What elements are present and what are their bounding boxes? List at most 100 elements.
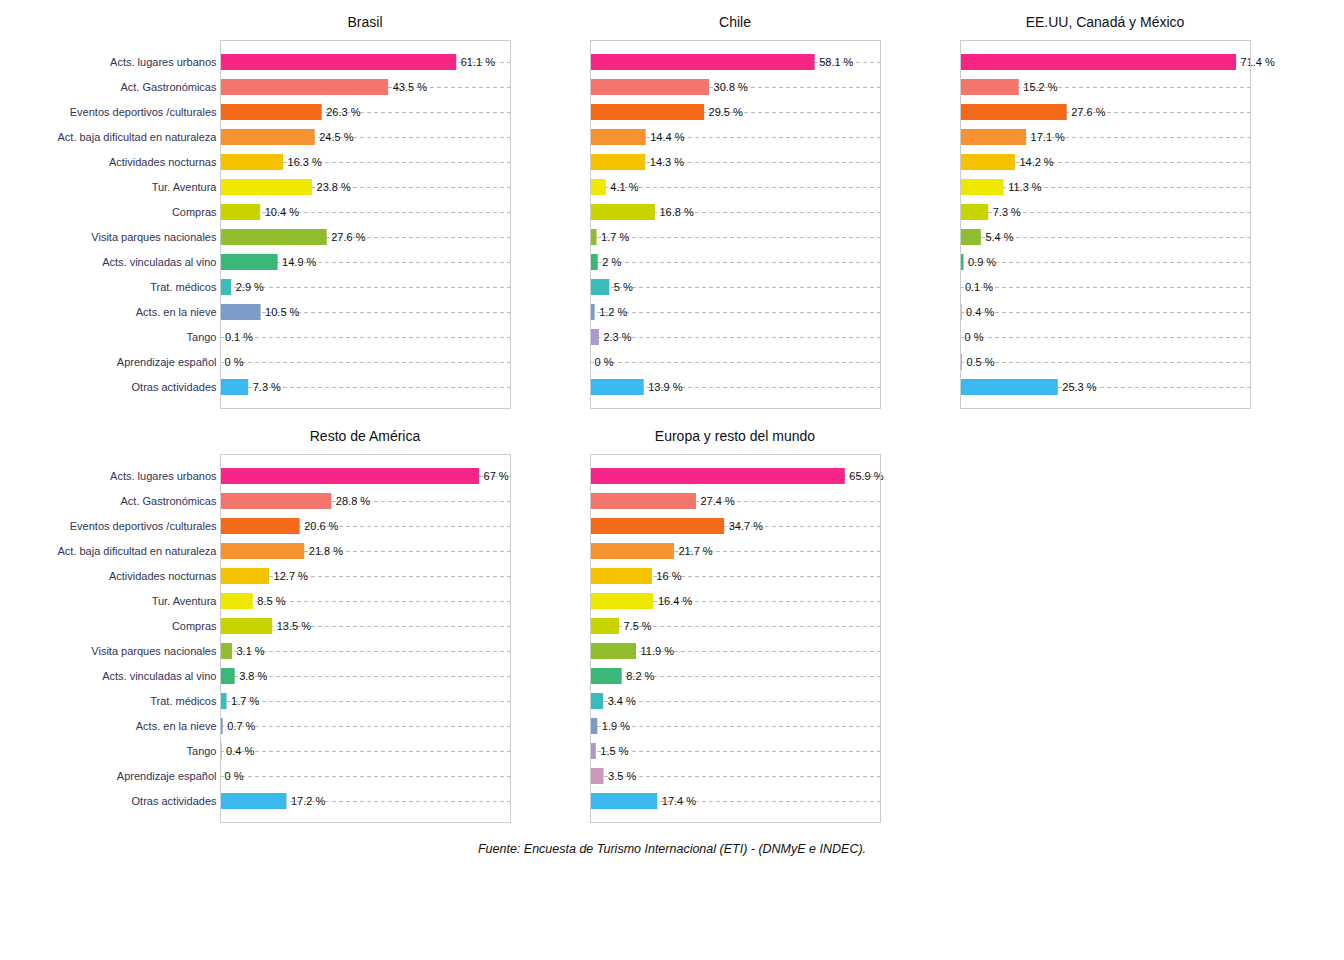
svg-text:3.1 %: 3.1 %: [236, 645, 264, 657]
svg-text:27.4 %: 27.4 %: [700, 495, 734, 507]
svg-text:Otras actividades: Otras actividades: [132, 381, 217, 393]
svg-text:71.4 %: 71.4 %: [1241, 56, 1275, 68]
svg-text:1.2 %: 1.2 %: [599, 306, 627, 318]
svg-text:Acts. vinculadas al vino: Acts. vinculadas al vino: [102, 670, 216, 682]
html-text:Brasil: Brasil: [347, 14, 383, 30]
svg-text:0 %: 0 %: [595, 356, 614, 368]
svg-text:16.3 %: 16.3 %: [288, 156, 322, 168]
svg-text:11.3 %: 11.3 %: [1008, 181, 1042, 193]
html-text:Chile: Chile: [719, 14, 751, 30]
svg-text:Trat. médicos: Trat. médicos: [150, 695, 217, 707]
svg-text:2.3 %: 2.3 %: [603, 331, 631, 343]
svg-text:Act. Gastronómicas: Act. Gastronómicas: [121, 495, 217, 507]
svg-text:Acts. vinculadas al vino: Acts. vinculadas al vino: [102, 256, 216, 268]
svg-text:43.5 %: 43.5 %: [393, 81, 427, 93]
svg-text:Actividades nocturnas: Actividades nocturnas: [109, 570, 217, 582]
svg-text:Eventos deportivos /culturales: Eventos deportivos /culturales: [70, 106, 217, 118]
svg-text:27.6 %: 27.6 %: [1071, 106, 1105, 118]
svg-text:3.4 %: 3.4 %: [608, 695, 636, 707]
svg-text:16 %: 16 %: [656, 570, 681, 582]
svg-text:4.1 %: 4.1 %: [610, 181, 638, 193]
svg-text:Acts. lugares urbanos: Acts. lugares urbanos: [110, 470, 217, 482]
svg-text:Tur. Aventura: Tur. Aventura: [152, 595, 218, 607]
svg-text:0.4 %: 0.4 %: [966, 306, 994, 318]
svg-text:12.7 %: 12.7 %: [274, 570, 308, 582]
svg-text:10.5 %: 10.5 %: [265, 306, 299, 318]
svg-text:Compras: Compras: [172, 620, 217, 632]
svg-text:23.8 %: 23.8 %: [317, 181, 351, 193]
svg-text:7.3 %: 7.3 %: [253, 381, 281, 393]
svg-text:Acts. lugares urbanos: Acts. lugares urbanos: [110, 56, 217, 68]
svg-text:25.3 %: 25.3 %: [1062, 381, 1096, 393]
svg-text:Tango: Tango: [187, 745, 217, 757]
svg-text:58.1 %: 58.1 %: [819, 56, 853, 68]
svg-text:28.8 %: 28.8 %: [336, 495, 370, 507]
svg-text:Tango: Tango: [187, 331, 217, 343]
svg-text:1.7 %: 1.7 %: [231, 695, 259, 707]
svg-text:1.5 %: 1.5 %: [600, 745, 628, 757]
svg-text:16.8 %: 16.8 %: [659, 206, 693, 218]
svg-text:5 %: 5 %: [614, 281, 633, 293]
svg-text:29.5 %: 29.5 %: [709, 106, 743, 118]
svg-text:15.2 %: 15.2 %: [1023, 81, 1057, 93]
svg-text:14.9 %: 14.9 %: [282, 256, 316, 268]
svg-text:34.7 %: 34.7 %: [729, 520, 763, 532]
svg-text:14.2 %: 14.2 %: [1019, 156, 1053, 168]
svg-text:13.9 %: 13.9 %: [648, 381, 682, 393]
svg-text:Aprendizaje español: Aprendizaje español: [117, 356, 217, 368]
svg-text:14.4 %: 14.4 %: [650, 131, 684, 143]
svg-text:Aprendizaje español: Aprendizaje español: [117, 770, 217, 782]
svg-text:1.7 %: 1.7 %: [601, 231, 629, 243]
svg-text:Eventos deportivos /culturales: Eventos deportivos /culturales: [70, 520, 217, 532]
svg-text:7.5 %: 7.5 %: [624, 620, 652, 632]
svg-text:61.1 %: 61.1 %: [461, 56, 495, 68]
svg-text:67 %: 67 %: [484, 470, 509, 482]
svg-text:17.2 %: 17.2 %: [291, 795, 325, 807]
svg-text:Compras: Compras: [172, 206, 217, 218]
svg-text:0.1 %: 0.1 %: [965, 281, 993, 293]
svg-text:10.4 %: 10.4 %: [265, 206, 299, 218]
svg-text:0.9 %: 0.9 %: [968, 256, 996, 268]
svg-text:Tur. Aventura: Tur. Aventura: [152, 181, 218, 193]
svg-text:Acts. en la nieve: Acts. en la nieve: [136, 720, 217, 732]
svg-text:17.4 %: 17.4 %: [662, 795, 696, 807]
svg-text:2 %: 2 %: [602, 256, 621, 268]
svg-text:Otras actividades: Otras actividades: [132, 795, 217, 807]
svg-text:21.8 %: 21.8 %: [309, 545, 343, 557]
svg-text:0 %: 0 %: [225, 356, 244, 368]
svg-text:14.3 %: 14.3 %: [650, 156, 684, 168]
svg-text:26.3 %: 26.3 %: [326, 106, 360, 118]
svg-text:0.5 %: 0.5 %: [966, 356, 994, 368]
svg-text:Act. Gastronómicas: Act. Gastronómicas: [121, 81, 217, 93]
svg-text:0 %: 0 %: [965, 331, 984, 343]
svg-text:16.4 %: 16.4 %: [658, 595, 692, 607]
svg-text:65.9 %: 65.9 %: [849, 470, 883, 482]
svg-text:8.5 %: 8.5 %: [257, 595, 285, 607]
svg-text:0.1 %: 0.1 %: [225, 331, 253, 343]
svg-text:20.6 %: 20.6 %: [304, 520, 338, 532]
svg-text:Acts. en la nieve: Acts. en la nieve: [136, 306, 217, 318]
svg-text:8.2 %: 8.2 %: [626, 670, 654, 682]
svg-text:11.9 %: 11.9 %: [641, 645, 675, 657]
svg-text:24.5 %: 24.5 %: [319, 131, 353, 143]
svg-text:13.5 %: 13.5 %: [277, 620, 311, 632]
svg-text:Trat. médicos: Trat. médicos: [150, 281, 217, 293]
svg-text:0.7 %: 0.7 %: [227, 720, 255, 732]
svg-text:0 %: 0 %: [225, 770, 244, 782]
svg-text:17.1 %: 17.1 %: [1031, 131, 1065, 143]
svg-text:7.3 %: 7.3 %: [993, 206, 1021, 218]
svg-text:27.6 %: 27.6 %: [331, 231, 365, 243]
svg-text:Act. baja dificultad en natura: Act. baja dificultad en naturaleza: [58, 131, 218, 143]
svg-text:1.9 %: 1.9 %: [602, 720, 630, 732]
svg-text:30.8 %: 30.8 %: [714, 81, 748, 93]
svg-text:3.8 %: 3.8 %: [239, 670, 267, 682]
svg-text:Visita parques nacionales: Visita parques nacionales: [91, 645, 217, 657]
svg-text:2.9 %: 2.9 %: [236, 281, 264, 293]
svg-text:Visita parques nacionales: Visita parques nacionales: [91, 231, 217, 243]
svg-text:Act. baja dificultad en natura: Act. baja dificultad en naturaleza: [58, 545, 218, 557]
svg-text:0.4 %: 0.4 %: [226, 745, 254, 757]
svg-text:21.7 %: 21.7 %: [678, 545, 712, 557]
svg-text:5.4 %: 5.4 %: [985, 231, 1013, 243]
svg-text:Actividades nocturnas: Actividades nocturnas: [109, 156, 217, 168]
svg-text:3.5 %: 3.5 %: [608, 770, 636, 782]
